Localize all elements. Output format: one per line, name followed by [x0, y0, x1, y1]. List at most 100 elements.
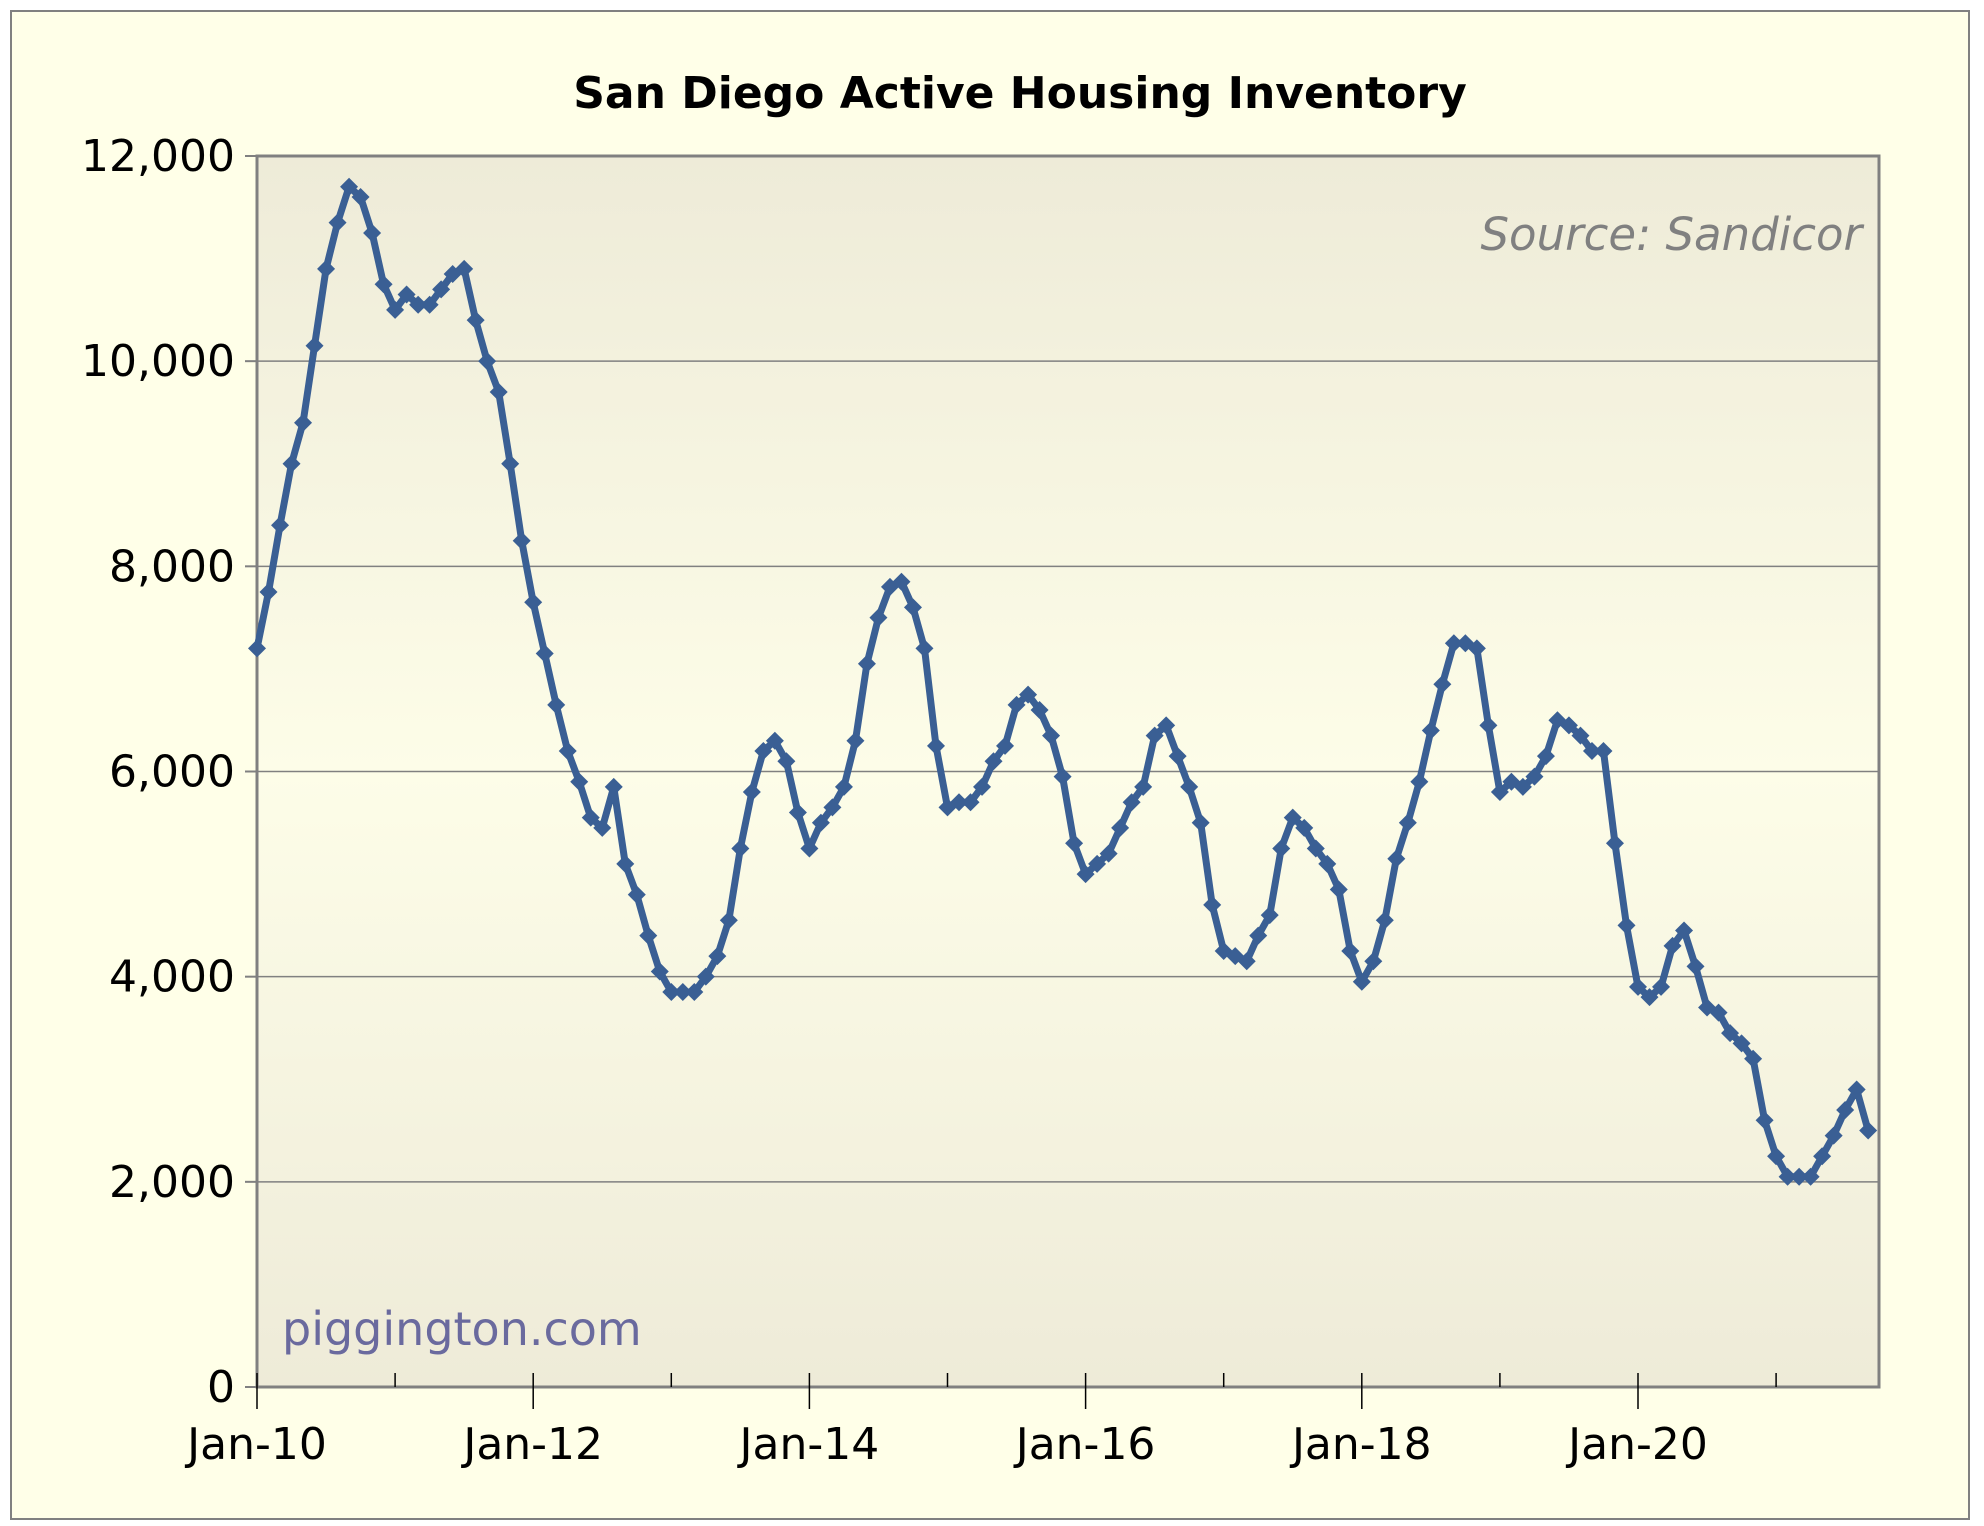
data-point: [926, 736, 945, 755]
data-point: [478, 352, 497, 371]
data-point: [662, 983, 681, 1002]
data-point: [777, 752, 796, 771]
data-point: [1088, 854, 1107, 873]
data-point: [1744, 1049, 1763, 1068]
data-point: [1755, 1111, 1774, 1130]
data-point: [823, 798, 842, 817]
data-point: [1042, 726, 1061, 745]
data-point: [650, 962, 669, 981]
data-point: [1122, 793, 1141, 812]
data-point: [639, 926, 658, 945]
data-point: [1306, 839, 1325, 858]
data-point: [351, 188, 370, 207]
data-point: [524, 593, 543, 612]
data-point: [788, 803, 807, 822]
data-point: [1663, 936, 1682, 955]
data-point: [1387, 849, 1406, 868]
data-point: [340, 177, 359, 196]
data-point: [1283, 808, 1302, 827]
data-point: [259, 582, 278, 601]
data-point: [248, 639, 266, 658]
data-point: [386, 300, 405, 319]
data-point: [294, 413, 313, 432]
data-point: [834, 777, 853, 796]
data-point: [317, 259, 336, 278]
y-tick-label: 10,000: [81, 336, 235, 387]
data-point: [1168, 747, 1187, 766]
data-point: [593, 818, 612, 837]
data-point: [1617, 916, 1636, 935]
data-point: [581, 808, 600, 827]
data-point: [1813, 1147, 1832, 1166]
source-note: Source: Sandicor: [1480, 208, 1864, 261]
data-point: [1134, 777, 1153, 796]
y-tick-label: 2,000: [109, 1157, 235, 1208]
data-point: [1640, 988, 1659, 1007]
data-point: [1559, 716, 1578, 735]
data-point: [1111, 818, 1130, 837]
data-point: [1030, 700, 1049, 719]
x-tick-label: Jan-10: [184, 1419, 327, 1470]
data-point: [604, 777, 623, 796]
data-point: [1249, 926, 1268, 945]
data-point: [973, 777, 992, 796]
data-point: [1594, 741, 1613, 760]
y-tick-label: 4,000: [109, 952, 235, 1003]
data-point: [305, 336, 324, 355]
data-point: [1053, 767, 1072, 786]
data-point: [271, 516, 290, 535]
data-point: [1444, 634, 1463, 653]
data-point: [811, 813, 830, 832]
data-point: [685, 983, 704, 1002]
data-point: [374, 275, 393, 294]
data-point: [1859, 1121, 1878, 1140]
data-point: [1824, 1126, 1843, 1145]
data-point: [1686, 957, 1705, 976]
y-tick-label: 0: [207, 1362, 235, 1413]
data-point: [1571, 726, 1590, 745]
data-point: [1019, 685, 1038, 704]
x-tick-label: Jan-20: [1565, 1419, 1708, 1470]
data-point: [950, 793, 969, 812]
x-tick-label: Jan-14: [737, 1419, 880, 1470]
data-point: [489, 382, 508, 401]
data-point: [455, 259, 474, 278]
data-point: [1272, 839, 1291, 858]
data-point: [328, 213, 347, 232]
data-point: [731, 839, 750, 858]
data-point: [1065, 834, 1084, 853]
y-tick-label: 12,000: [81, 131, 235, 182]
data-point: [420, 295, 439, 314]
data-point: [1536, 747, 1555, 766]
data-point: [1847, 1080, 1866, 1099]
data-point: [984, 752, 1003, 771]
data-point: [627, 885, 646, 904]
data-point: [708, 947, 727, 966]
data-point: [397, 285, 416, 304]
data-point: [363, 223, 382, 242]
data-point: [719, 911, 738, 930]
data-point: [1421, 721, 1440, 740]
data-point: [1467, 639, 1486, 658]
data-point: [1675, 921, 1694, 940]
data-point: [1790, 1167, 1809, 1186]
data-point: [1237, 952, 1256, 971]
data-point: [1157, 716, 1176, 735]
x-tick-label: Jan-16: [1013, 1419, 1156, 1470]
data-point: [547, 695, 566, 714]
data-point: [1605, 834, 1624, 853]
data-point: [1836, 1101, 1855, 1120]
data-point: [1007, 695, 1026, 714]
data-point: [1513, 777, 1532, 796]
data-point: [1709, 1003, 1728, 1022]
data-point: [1652, 977, 1671, 996]
data-point: [1318, 854, 1337, 873]
data-point: [903, 598, 922, 617]
data-point: [409, 295, 428, 314]
data-point: [961, 793, 980, 812]
data-point: [892, 572, 911, 591]
data-point: [996, 736, 1015, 755]
data-point: [869, 608, 888, 627]
data-point: [696, 967, 715, 986]
